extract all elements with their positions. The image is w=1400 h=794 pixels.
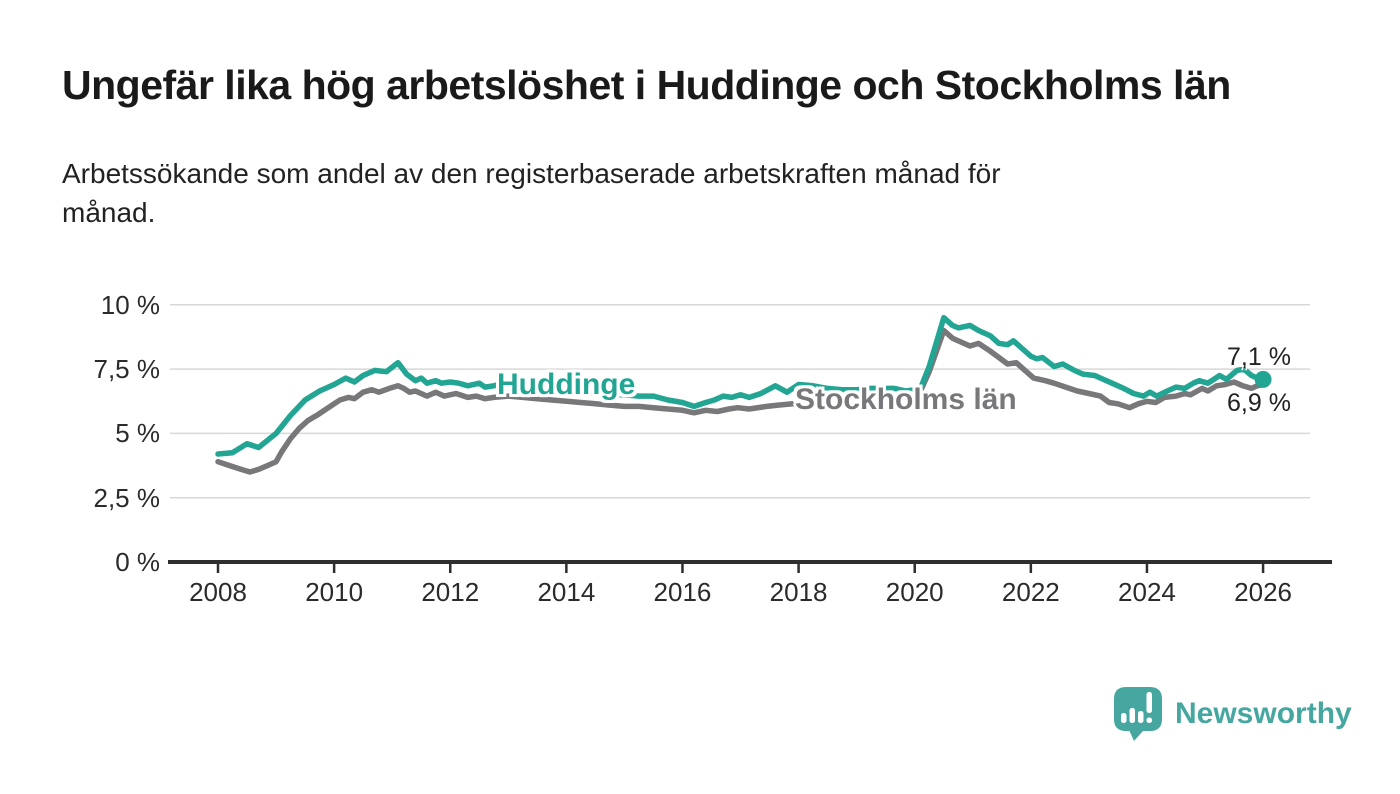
end-value-label-huddinge: 7,1 % — [1227, 343, 1291, 371]
newsworthy-bar-chart-bubble-icon — [1114, 687, 1162, 741]
y-axis-label-10: 10 % — [100, 289, 160, 320]
newsworthy-logo[interactable]: Newsworthy — [1113, 686, 1352, 742]
x-axis-label-2022: 2022 — [1001, 577, 1060, 607]
series-label-stockholms-lan: Stockholms län — [795, 383, 1017, 416]
series-line-huddinge — [215, 314, 1266, 457]
x-axis-label-2010: 2010 — [305, 577, 364, 607]
x-axis-label-2012: 2012 — [421, 577, 480, 607]
y-axis-label-2.5: 2,5 % — [93, 482, 161, 513]
x-axis-label-2020: 2020 — [885, 577, 944, 607]
x-axis-label-2018: 2018 — [769, 577, 828, 607]
x-axis-label-2024: 2024 — [1118, 577, 1176, 607]
x-axis-label-2016: 2016 — [653, 577, 712, 607]
x-axis-label-2008: 2008 — [189, 577, 247, 607]
y-axis-label-7.5: 7,5 % — [93, 354, 161, 385]
series-label-huddinge: Huddinge — [497, 368, 636, 401]
x-axis-label-2026: 2026 — [1234, 577, 1292, 607]
newsworthy-logo-text: Newsworthy — [1175, 697, 1352, 730]
series-line-stockholms-lan — [215, 327, 1266, 475]
series-end-dot-huddinge — [1254, 370, 1272, 388]
chart-title: Ungefär lika hög arbetslöshet i Huddinge… — [62, 62, 1231, 108]
x-axis-label-2014: 2014 — [537, 577, 596, 607]
end-value-label-stockholms-lan: 6,9 % — [1227, 389, 1291, 417]
y-axis-label-0: 0 % — [115, 547, 160, 577]
chart-subtitle: Arbetssökande som andel av den registerb… — [62, 158, 1001, 228]
y-axis-label-5: 5 % — [115, 418, 160, 449]
